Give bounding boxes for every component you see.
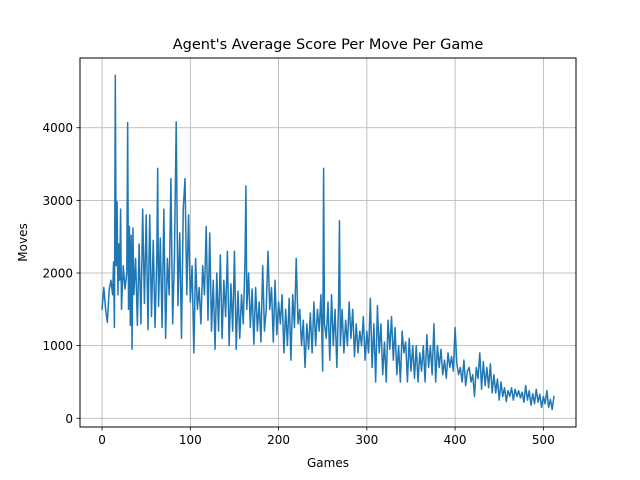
- x-tick-label: 0: [98, 433, 106, 447]
- x-tick-label: 500: [532, 433, 555, 447]
- y-tick-label: 4000: [42, 121, 73, 135]
- x-tick-label: 100: [179, 433, 202, 447]
- y-tick-label: 3000: [42, 194, 73, 208]
- x-axis-title: Games: [307, 456, 349, 470]
- plot-area: [80, 58, 576, 427]
- y-axis-title: Moves: [16, 223, 30, 261]
- x-tick-label: 200: [267, 433, 290, 447]
- y-tick-label: 0: [65, 412, 73, 426]
- y-tick-label: 2000: [42, 267, 73, 281]
- chart-title: Agent's Average Score Per Move Per Game: [173, 37, 484, 53]
- y-tick-label: 1000: [42, 339, 73, 353]
- x-tick-label: 300: [355, 433, 378, 447]
- x-tick-label: 400: [444, 433, 467, 447]
